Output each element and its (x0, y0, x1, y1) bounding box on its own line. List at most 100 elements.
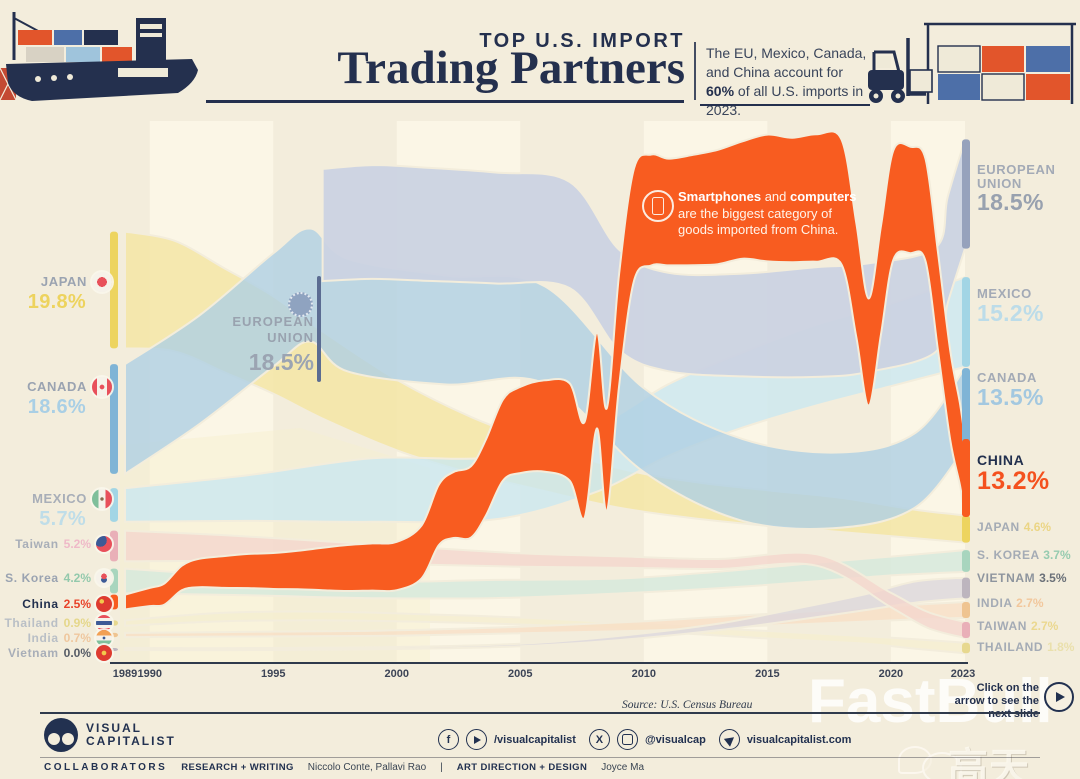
country-name: TAIWAN (977, 619, 1031, 633)
country-name: EUROPEAN (977, 162, 1056, 177)
india-1989-endcap (110, 632, 118, 638)
eu-badge-icon (288, 292, 313, 317)
japan-1989-endcap (110, 231, 118, 349)
share-value: 3.5% (1039, 571, 1067, 585)
mexico-2023-endcap (962, 277, 970, 367)
right-label-japan: JAPAN 4.6% (977, 521, 1051, 534)
x-icon[interactable]: X (588, 729, 610, 750)
skorea-1989-endcap (110, 568, 118, 594)
left-label-mexico: MEXICO 5.7% (0, 489, 112, 530)
left-label-canada: CANADA 18.6% (0, 377, 112, 418)
eu-annotation-name: EUROPEAN (232, 314, 314, 329)
collaborators-row: COLLABORATORS RESEARCH + WRITING Niccolo C… (44, 762, 644, 773)
right-label-eu: EUROPEAN UNION 18.5% (977, 162, 1056, 215)
share-value: 5.2% (63, 536, 91, 551)
credit-names: Niccolo Conte, Pallavi Rao (307, 762, 427, 773)
right-label-taiwan: TAIWAN 2.7% (977, 620, 1058, 633)
right-label-skorea: S. KOREA 3.7% (977, 549, 1071, 562)
left-label-taiwan: Taiwan 5.2% (0, 536, 112, 552)
credit-role: RESEARCH + WRITING (181, 762, 294, 773)
next-slide-button[interactable] (1044, 682, 1074, 712)
subtitle: The EU, Mexico, Canada, and China accoun… (706, 45, 867, 118)
right-label-vietnam: VIETNAM 3.5% (977, 572, 1067, 585)
share-value: 4.2% (63, 570, 91, 585)
country-name: THAILAND (977, 640, 1048, 654)
share-value: 15.2% (977, 299, 1044, 326)
title-underline (206, 100, 684, 103)
social-handle[interactable]: @visualcap (644, 733, 706, 746)
skorea-flag-icon (96, 570, 112, 586)
japan-2023-endcap (962, 515, 970, 543)
social-handle[interactable]: visualcapitalist.com (746, 733, 852, 746)
thailand-flag-icon (96, 615, 112, 631)
social-links: f/visualcapitalist X @visualcap visualcapit… (438, 729, 857, 750)
x-axis-tick: 1995 (260, 668, 286, 680)
play-icon[interactable] (466, 729, 487, 750)
left-label-china: China 2.5% (0, 596, 112, 612)
eu-annotation: EUROPEAN UNION 18.5% (178, 314, 314, 376)
credit-role: ART DIRECTION + DESIGN (456, 762, 588, 773)
taiwan-2023-endcap (962, 622, 970, 638)
share-value: 19.8% (27, 291, 86, 313)
left-label-vietnam: Vietnam 0.0% (0, 645, 112, 661)
skorea-2023-endcap (962, 550, 970, 572)
country-name: China (22, 596, 59, 611)
logo-text: VISUAL (86, 721, 143, 735)
eu-series-start-marker (317, 276, 321, 382)
share-value: 2.7% (1016, 596, 1044, 610)
header-divider (694, 42, 696, 100)
right-label-china: CHINA 13.2% (977, 453, 1049, 494)
thailand-1989-endcap (110, 620, 118, 626)
eu-annotation-value: 18.5% (248, 349, 314, 375)
smartphone-icon (642, 190, 674, 222)
share-value: 0.9% (63, 615, 91, 630)
x-axis-tick: 2023 (950, 668, 976, 680)
social-handle[interactable]: /visualcapitalist (494, 733, 576, 746)
x-axis-tick: 2010 (631, 668, 657, 680)
country-name: JAPAN (977, 520, 1024, 534)
country-name: S. Korea (5, 570, 59, 585)
x-axis-tick: 1990 (137, 668, 162, 680)
country-name: Vietnam (7, 645, 59, 660)
vietnam-1989-endcap (110, 648, 118, 651)
canada-2023-endcap (962, 368, 970, 448)
country-name: INDIA (977, 596, 1017, 610)
collaborators-heading: COLLABORATORS (44, 762, 168, 773)
x-axis-tick: 2005 (508, 668, 533, 680)
share-value: 2.7% (1030, 619, 1059, 633)
mexico-flag-icon (92, 489, 112, 509)
eu-2023-endcap (962, 139, 970, 249)
cursor-icon[interactable] (718, 729, 740, 750)
share-value: 13.5% (977, 383, 1044, 410)
x-axis-tick: 1989 (112, 668, 138, 680)
share-value: 4.6% (1023, 520, 1052, 534)
country-name: Taiwan (15, 536, 59, 551)
share-value: 18.6% (27, 396, 86, 418)
share-value: 1.8% (1047, 640, 1075, 654)
footer-divider (40, 712, 1040, 714)
india-2023-endcap (962, 602, 970, 618)
country-name: MEXICO (32, 491, 87, 507)
x-axis-tick: 2000 (384, 668, 409, 680)
share-value: 0.7% (63, 630, 91, 645)
x-axis-tick: 2020 (878, 668, 904, 680)
share-value: 5.7% (39, 508, 86, 530)
credit-names: Joyce Ma (601, 762, 645, 773)
india-flag-icon (96, 630, 112, 646)
country-name: S. KOREA (977, 548, 1044, 562)
visual-capitalist-mark-icon (44, 718, 78, 752)
country-name: VIETNAM (977, 571, 1040, 585)
cargo-ship-illustration (0, 12, 198, 101)
facebook-icon[interactable]: f (438, 729, 459, 750)
instagram-icon[interactable] (616, 729, 638, 750)
container-crane-illustration (868, 22, 1076, 104)
right-label-india: INDIA 2.7% (977, 597, 1044, 610)
logo-text: CAPITALIST (86, 734, 176, 748)
mexico-1989-endcap (110, 488, 118, 522)
country-name: CANADA (27, 379, 87, 395)
share-value: 2.5% (63, 596, 91, 611)
share-value: 0.0% (63, 645, 91, 660)
source-note: Source: U.S. Census Bureau (622, 699, 753, 711)
page-title: Trading Partners (337, 42, 685, 94)
